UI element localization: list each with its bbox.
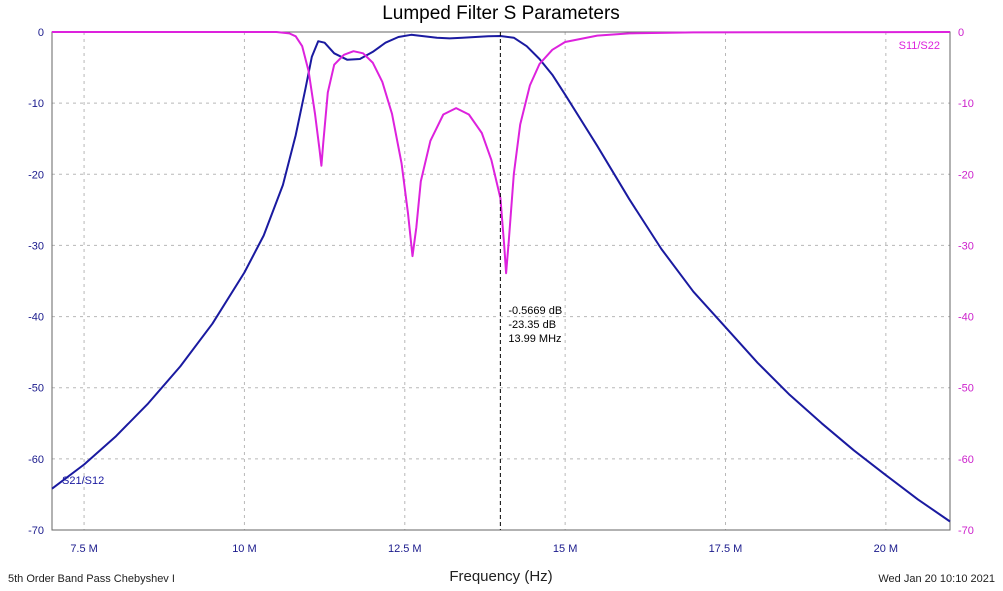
grid [52,32,950,530]
y-right-tick-label-1: -10 [958,98,974,110]
x-tick-label-1: 10 M [232,543,256,555]
y-left-tick-label-2: -20 [28,169,44,181]
y-left-tick-label-7: -70 [28,525,44,537]
series-line-s11-s22 [52,31,951,275]
series-layer [51,31,951,523]
x-tick-label-0: 7.5 M [70,543,98,555]
plot-frame [51,31,951,531]
cursor-readout-s11: -23.35 dB [508,319,556,331]
y-left-tick-label-6: -60 [28,454,44,466]
y-left-tick-label-3: -30 [28,240,44,252]
x-tick-label-5: 20 M [874,543,898,555]
y-left-tick-label-4: -40 [28,312,44,324]
x-axis: 7.5 M 10 M 12.5 M 15 M 17.5 M 20 M [70,543,898,555]
x-tick-label-3: 15 M [553,543,577,555]
y-right-tick-label-7: -70 [958,525,974,537]
y-right-tick-label-3: -30 [958,240,974,252]
y-right-tick-label-2: -20 [958,169,974,181]
cursor-readout: -0.5669 dB -23.35 dB 13.99 MHz [508,305,562,345]
y-left-tick-label-5: -50 [28,383,44,395]
series-label-s21: S21/S12 [62,475,104,487]
x-tick-label-2: 12.5 M [388,543,422,555]
x-tick-label-4: 17.5 M [709,543,743,555]
y-axis-right: 0 -10 -20 -30 -40 -50 -60 -70 [958,27,974,537]
footer-left: 5th Order Band Pass Chebyshev I [8,573,175,585]
y-left-tick-label-1: -10 [28,98,44,110]
footer-right: Wed Jan 20 10:10 2021 [878,573,995,585]
chart-title: Lumped Filter S Parameters [382,3,620,24]
y-right-tick-label-0: 0 [958,27,964,39]
y-right-tick-label-6: -60 [958,454,974,466]
y-right-tick-label-5: -50 [958,383,974,395]
y-right-tick-label-4: -40 [958,312,974,324]
series-line-s21-s12 [51,33,951,523]
y-left-tick-label-0: 0 [38,27,44,39]
cursor-readout-frequency: 13.99 MHz [508,333,561,345]
y-axis-left: 0 -10 -20 -30 -40 -50 -60 -70 [28,27,44,537]
cursor-readout-s21: -0.5669 dB [508,305,562,317]
x-axis-label: Frequency (Hz) [449,568,552,585]
series-label-s11: S11/S22 [899,40,940,52]
